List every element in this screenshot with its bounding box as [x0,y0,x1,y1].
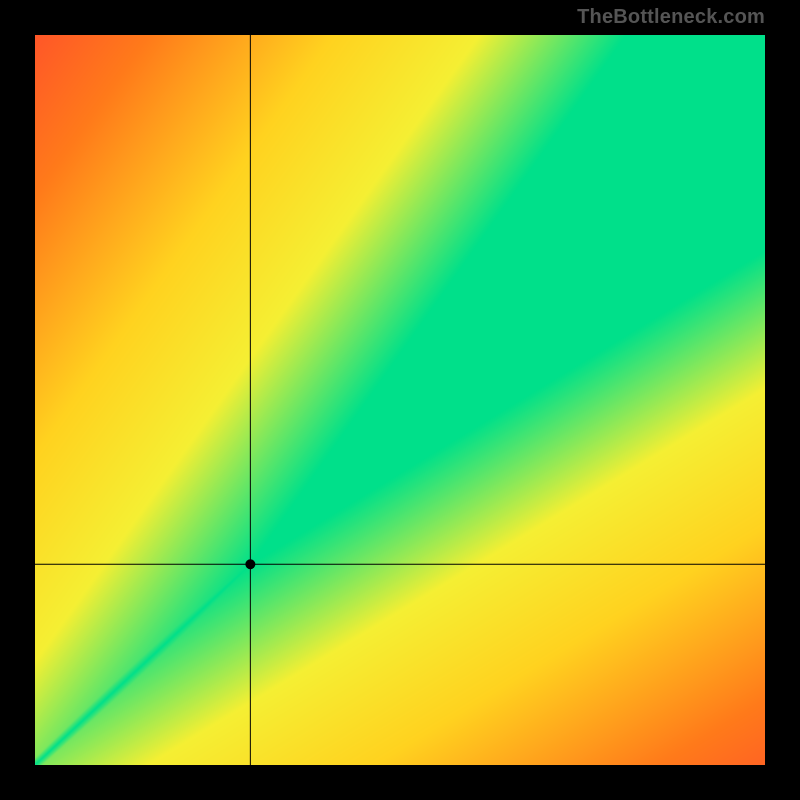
attribution-text: TheBottleneck.com [577,6,765,29]
plot-area [35,35,765,765]
figure-frame: TheBottleneck.com [0,0,800,800]
bottleneck-heatmap [35,35,765,765]
